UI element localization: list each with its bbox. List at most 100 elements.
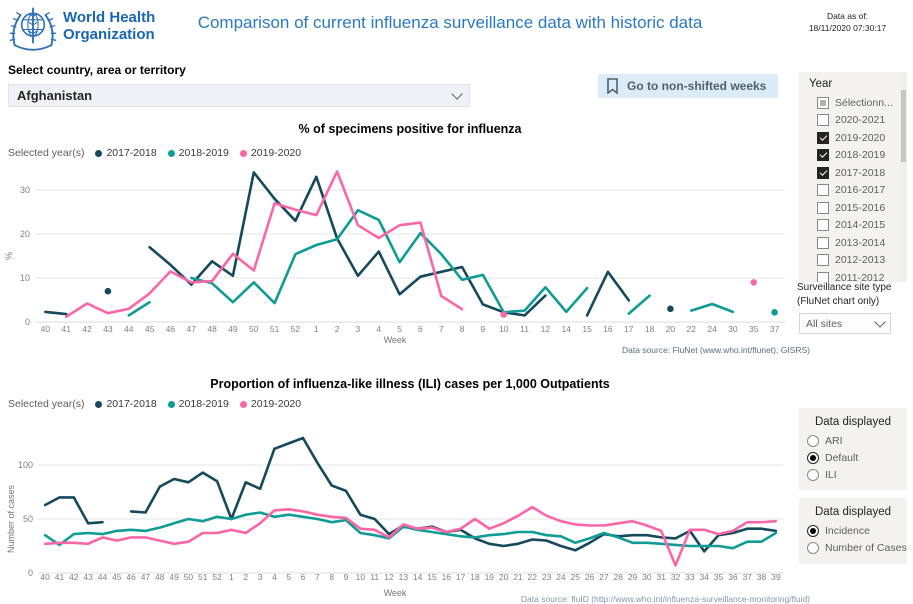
svg-text:20: 20	[666, 324, 676, 334]
site-type-label-line2: (FluNet chart only)	[797, 296, 880, 307]
year-checkbox[interactable]	[817, 271, 829, 282]
year-checkbox[interactable]	[817, 201, 829, 214]
radio-button[interactable]	[807, 434, 819, 447]
svg-text:11: 11	[520, 324, 529, 334]
svg-text:33: 33	[685, 572, 695, 582]
svg-text:51: 51	[198, 572, 208, 582]
year-option-S-lectionn-[interactable]: Sélectionn...	[799, 94, 907, 112]
year-option-label: 2012-2013	[835, 254, 886, 267]
year-checkbox[interactable]	[817, 114, 829, 127]
year-checkbox[interactable]	[817, 131, 829, 144]
chart1-x-axis-label: Week	[383, 335, 407, 345]
radio-option-number-of-cases[interactable]: Number of Cases	[799, 539, 907, 556]
year-option-2014-2015[interactable]: 2014-2015	[799, 217, 907, 235]
svg-text:100: 100	[18, 460, 33, 470]
svg-text:3: 3	[258, 572, 263, 582]
radio-button[interactable]	[807, 541, 819, 554]
svg-text:6: 6	[418, 324, 423, 334]
year-scrollbar[interactable]	[900, 72, 907, 282]
svg-text:12: 12	[541, 324, 551, 334]
year-option-2018-2019[interactable]: 2018-2019	[799, 147, 907, 165]
svg-text:0: 0	[28, 568, 33, 578]
svg-text:20: 20	[499, 572, 509, 582]
year-checkbox[interactable]	[817, 184, 829, 197]
year-option-2020-2021[interactable]: 2020-2021	[799, 112, 907, 130]
svg-text:15: 15	[427, 572, 437, 582]
year-option-label: 2015-2016	[835, 201, 886, 214]
svg-text:30: 30	[20, 185, 30, 195]
svg-text:4: 4	[376, 324, 381, 334]
year-option-label: Sélectionn...	[835, 96, 893, 109]
year-checkbox[interactable]	[817, 236, 829, 249]
radio-option-incidence[interactable]: Incidence	[799, 522, 907, 539]
year-filter-panel: Year Sélectionn... 2020-2021 2019-2020 2018…	[799, 72, 907, 282]
radio-option-label: Default	[825, 451, 859, 464]
svg-text:49: 49	[169, 572, 179, 582]
radio-button[interactable]	[807, 468, 819, 481]
svg-text:5: 5	[286, 572, 291, 582]
year-checkbox[interactable]	[817, 96, 829, 109]
year-option-2017-2018[interactable]: 2017-2018	[799, 164, 907, 182]
site-type-label-line1: Surveillance site type	[797, 282, 892, 293]
radio-option-default[interactable]: Default	[799, 449, 907, 466]
legend-item-2018-2019[interactable]: 2018-2019	[167, 398, 229, 410]
year-option-label: 2013-2014	[835, 236, 886, 249]
svg-text:26: 26	[585, 572, 595, 582]
svg-text:30: 30	[642, 572, 652, 582]
year-option-2016-2017[interactable]: 2016-2017	[799, 182, 907, 200]
data-displayed-panel-bottom: Data displayed Incidence Number of Cases	[799, 498, 907, 564]
data-displayed-top-title: Data displayed	[814, 416, 892, 428]
svg-text:14: 14	[413, 572, 423, 582]
chart2-legend: Selected year(s) 2017-2018 2018-2019 2019-…	[8, 398, 301, 410]
year-options-list: Sélectionn... 2020-2021 2019-2020 2018-2019…	[799, 94, 907, 282]
svg-text:48: 48	[155, 572, 165, 582]
svg-text:10: 10	[20, 273, 30, 283]
radio-button[interactable]	[807, 451, 819, 464]
year-option-2015-2016[interactable]: 2015-2016	[799, 199, 907, 217]
chevron-down-icon	[451, 87, 463, 100]
svg-text:31: 31	[656, 572, 666, 582]
go-to-non-shifted-weeks-button[interactable]: Go to non-shifted weeks	[598, 74, 779, 98]
svg-text:4: 4	[272, 572, 277, 582]
year-scrollbar-thumb[interactable]	[901, 90, 906, 162]
radio-button[interactable]	[807, 524, 819, 537]
who-logo-line1: World Health	[63, 9, 156, 26]
year-checkbox[interactable]	[817, 149, 829, 162]
legend-item-label: 2019-2020	[250, 147, 302, 159]
legend-item-label: 2018-2019	[178, 398, 229, 410]
radio-option-ari[interactable]: ARI	[799, 432, 907, 449]
svg-text:3: 3	[356, 324, 361, 334]
year-filter-title: Year	[809, 78, 833, 90]
svg-text:9: 9	[481, 324, 486, 334]
svg-text:30: 30	[728, 324, 738, 334]
svg-text:11: 11	[370, 572, 379, 582]
year-checkbox[interactable]	[817, 166, 829, 179]
year-option-2013-2014[interactable]: 2013-2014	[799, 234, 907, 252]
year-option-2019-2020[interactable]: 2019-2020	[799, 129, 907, 147]
svg-text:42: 42	[69, 572, 79, 582]
legend-item-2018-2019[interactable]: 2018-2019	[167, 147, 229, 159]
svg-text:47: 47	[187, 324, 197, 334]
site-type-dropdown[interactable]: All sites	[799, 313, 891, 334]
legend-item-2019-2020[interactable]: 2019-2020	[239, 147, 302, 159]
chart2-title: Proportion of influenza-like illness (IL…	[210, 377, 610, 391]
chart2-x-axis-label: Week	[383, 588, 407, 598]
year-option-label: 2018-2019	[835, 149, 886, 162]
legend-item-2019-2020[interactable]: 2019-2020	[239, 398, 301, 410]
legend-item-2017-2018[interactable]: 2017-2018	[95, 147, 157, 159]
svg-text:46: 46	[166, 324, 176, 334]
svg-text:49: 49	[228, 324, 238, 334]
radio-option-ili[interactable]: ILI	[799, 466, 907, 483]
country-dropdown[interactable]: Afghanistan	[8, 84, 470, 107]
year-option-2012-2013[interactable]: 2012-2013	[799, 252, 907, 270]
year-checkbox[interactable]	[817, 219, 829, 232]
year-checkbox[interactable]	[817, 254, 829, 267]
svg-text:43: 43	[103, 324, 113, 334]
legend-item-2017-2018[interactable]: 2017-2018	[95, 398, 157, 410]
svg-text:27: 27	[599, 572, 609, 582]
year-option-2011-2012[interactable]: 2011-2012	[799, 269, 907, 282]
svg-text:50: 50	[23, 514, 33, 524]
svg-text:13: 13	[399, 572, 409, 582]
